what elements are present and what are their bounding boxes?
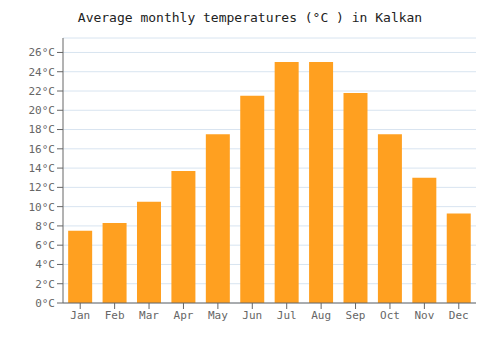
svg-text:4°C: 4°C (35, 258, 55, 271)
svg-text:2°C: 2°C (35, 278, 55, 291)
svg-text:Apr: Apr (174, 309, 194, 322)
svg-text:Sep: Sep (346, 309, 366, 322)
svg-text:Oct: Oct (380, 309, 400, 322)
svg-text:Feb: Feb (105, 309, 125, 322)
svg-text:May: May (208, 309, 228, 322)
svg-text:16°C: 16°C (29, 143, 56, 156)
svg-text:Mar: Mar (139, 309, 159, 322)
svg-text:26°C: 26°C (29, 46, 56, 59)
svg-text:0°C: 0°C (35, 297, 55, 310)
svg-text:22°C: 22°C (29, 85, 56, 98)
svg-text:8°C: 8°C (35, 220, 55, 233)
svg-text:10°C: 10°C (29, 201, 56, 214)
svg-text:Jul: Jul (277, 309, 297, 322)
html-text:Average monthly temperatures (: Average monthly temperatures (°C ) in Ka… (77, 10, 423, 25)
svg-text:18°C: 18°C (29, 123, 56, 136)
svg-text:Jun: Jun (242, 309, 262, 322)
svg-text:6°C: 6°C (35, 239, 55, 252)
svg-text:Jan: Jan (70, 309, 90, 322)
svg-text:14°C: 14°C (29, 162, 56, 175)
svg-text:12°C: 12°C (29, 181, 56, 194)
svg-text:Dec: Dec (449, 309, 469, 322)
svg-text:Aug: Aug (311, 309, 331, 322)
svg-text:24°C: 24°C (29, 66, 56, 79)
svg-text:Nov: Nov (414, 309, 434, 322)
svg-text:20°C: 20°C (29, 104, 56, 117)
